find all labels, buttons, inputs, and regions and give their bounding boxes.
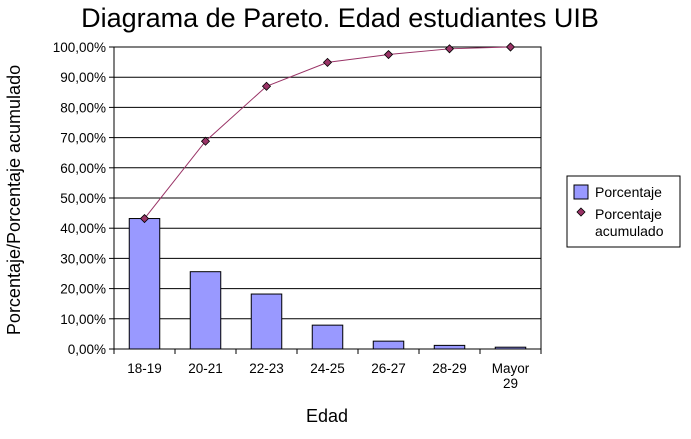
bar-series <box>128 218 527 350</box>
x-tick-label: 22-23 <box>249 361 284 376</box>
y-tick-label: 10,00% <box>60 312 106 327</box>
y-axis-title: Porcentaje/Porcentaje acumulado <box>4 65 24 335</box>
cumulative-point-20-21 <box>200 136 211 146</box>
cumulative-point-mayor-29 <box>505 42 516 52</box>
x-tick-label: Mayor 29 <box>492 361 530 391</box>
bar-26-27 <box>372 340 405 350</box>
y-tick-label: 20,00% <box>60 282 106 297</box>
x-axis: 18-19 20-21 22-23 24-25 26-27 28-29 Mayor 29 <box>113 349 542 391</box>
y-tick-label: 100,00% <box>53 40 106 55</box>
legend-swatch-porcentaje-acumulado <box>576 207 586 217</box>
cumulative-line <box>144 46 511 219</box>
legend-label-porcentaje: Porcentaje <box>595 184 662 200</box>
y-tick-label: 60,00% <box>60 161 106 176</box>
x-tick-label: 20-21 <box>188 361 223 376</box>
x-tick-label: 24-25 <box>310 361 345 376</box>
y-tick-label: 90,00% <box>60 70 106 85</box>
bar-22-23 <box>250 293 283 350</box>
cumulative-point-26-27 <box>383 49 394 60</box>
y-tick-label: 30,00% <box>60 251 106 266</box>
cumulative-point-18-19 <box>139 213 150 224</box>
bar-18-19 <box>128 218 161 350</box>
legend: Porcentaje Porcentaje acumulado <box>566 175 681 248</box>
legend-label-porcentaje-acumulado: Porcentaje acumulado <box>595 206 664 239</box>
y-tick-label: 70,00% <box>60 131 106 146</box>
cumulative-point-28-29 <box>444 44 455 54</box>
chart-title: Diagrama de Pareto. Edad estudiantes UIB <box>81 3 599 33</box>
y-tick-label: 40,00% <box>60 221 106 236</box>
x-tick-label: 28-29 <box>432 361 467 376</box>
bar-20-21 <box>189 271 222 350</box>
x-tick-label: 26-27 <box>371 361 406 376</box>
x-axis-title: Edad <box>306 406 348 426</box>
gridlines <box>114 76 541 320</box>
cumulative-point-24-25 <box>322 57 333 67</box>
bar-24-25 <box>311 324 344 350</box>
x-tick-label: 18-19 <box>127 361 162 376</box>
cumulative-series <box>139 42 516 224</box>
y-tick-label: 50,00% <box>60 191 106 206</box>
y-axis: 0,00% 10,00% 20,00% 30,00% 40,00% 50,00% 60,00… <box>53 40 114 357</box>
bar-28-29 <box>433 344 466 350</box>
cumulative-point-22-23 <box>261 81 272 91</box>
y-tick-label: 0,00% <box>68 342 106 357</box>
y-tick-label: 80,00% <box>60 100 106 115</box>
legend-swatch-porcentaje <box>573 184 589 200</box>
